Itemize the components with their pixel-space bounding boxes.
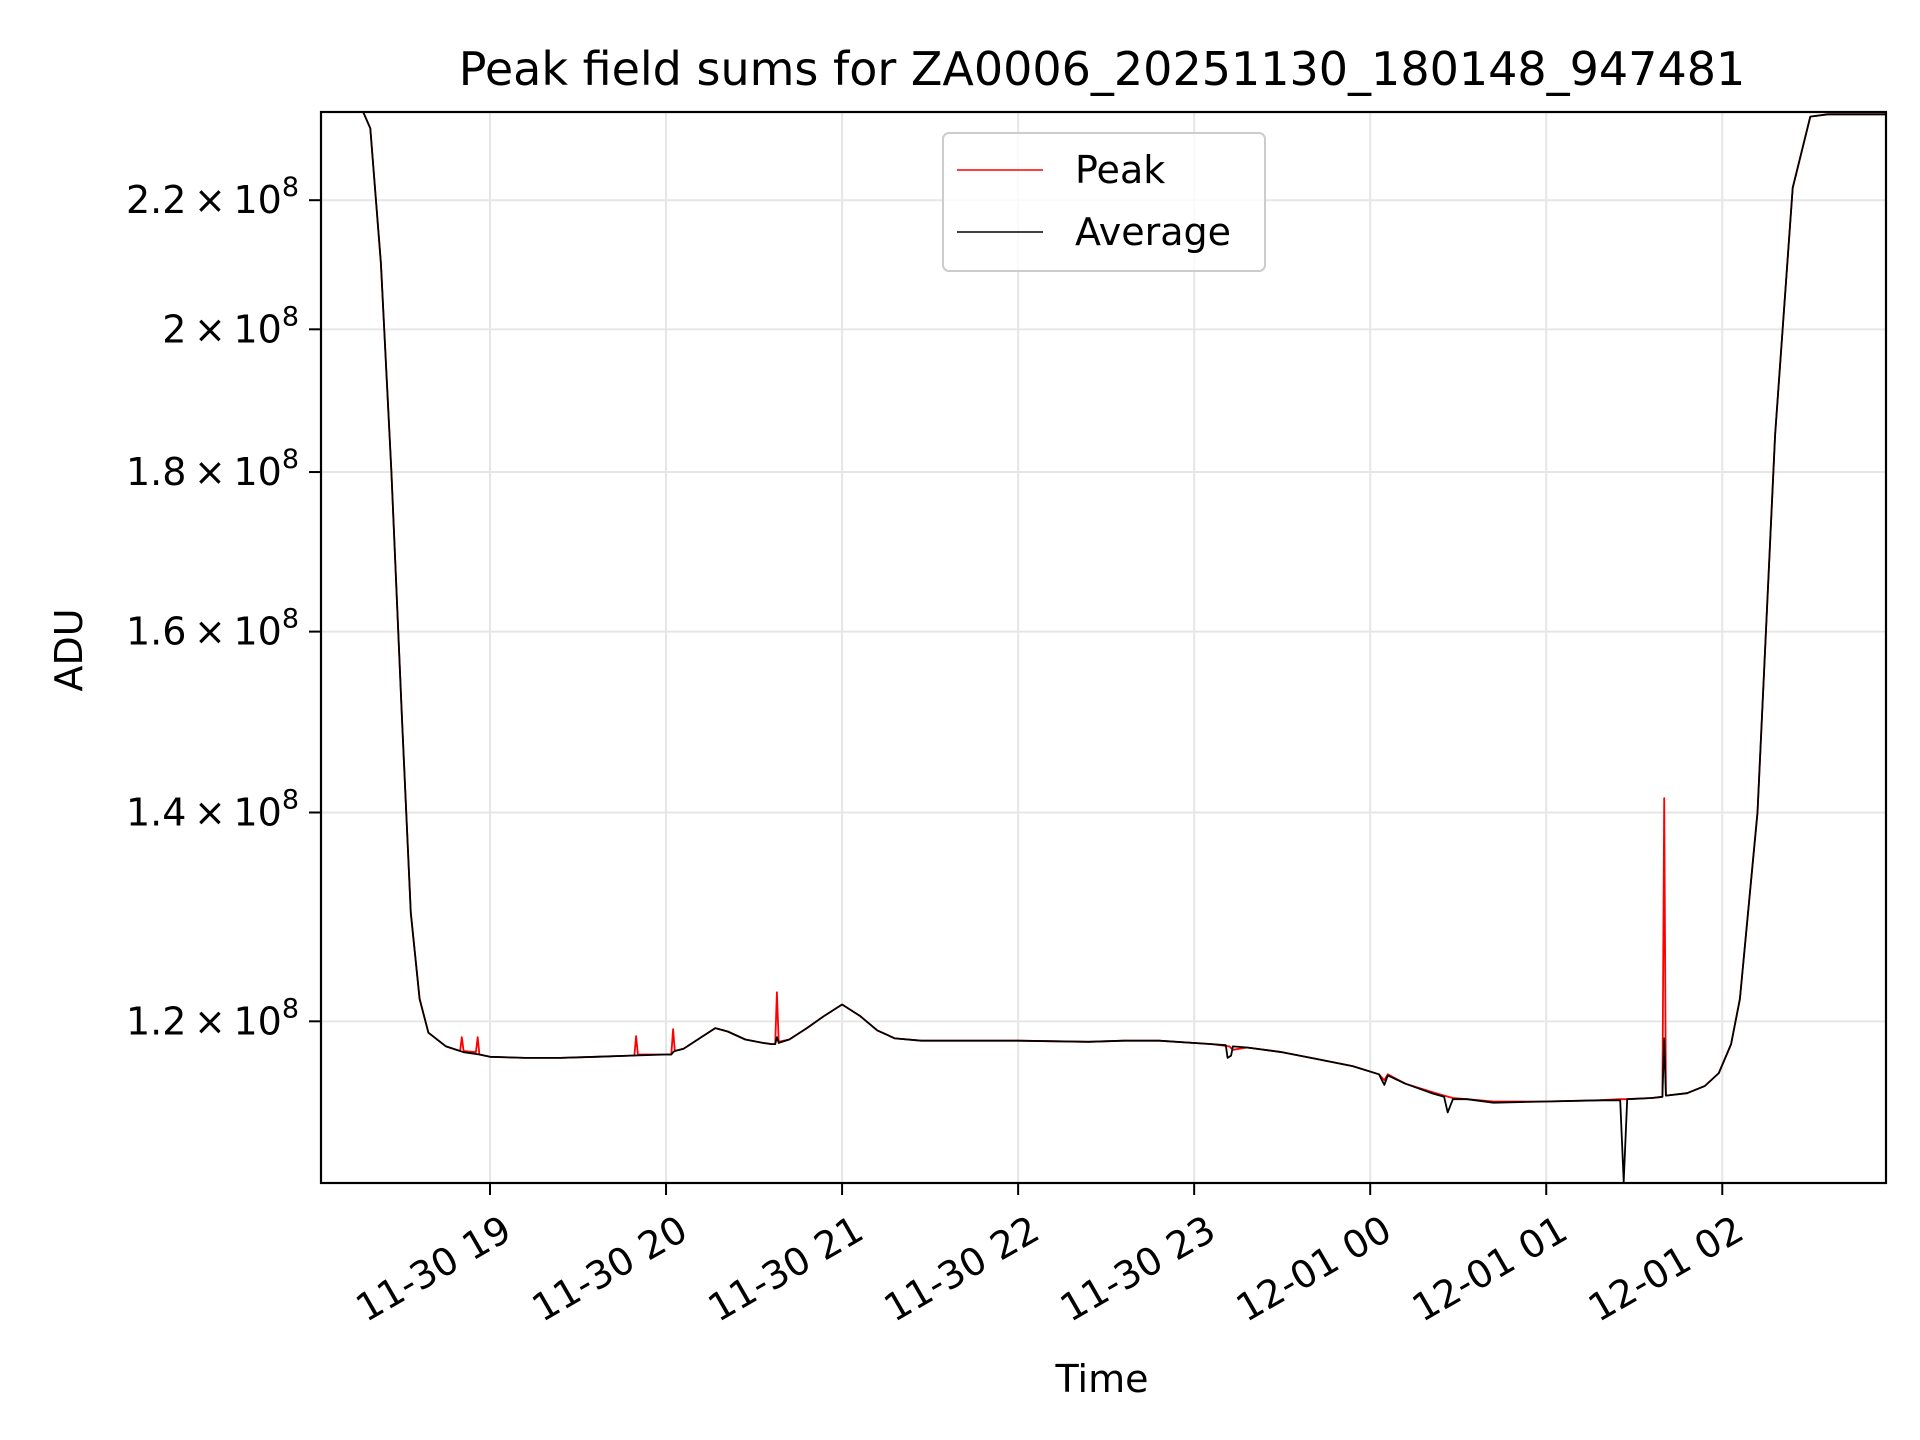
y-axis-label: ADU	[47, 608, 91, 691]
y-axis-ticks: 1.2 × 108 1.4 × 108 1.6 × 108 1.8 × 108 2 × …	[126, 172, 321, 1043]
legend-label-average: Average	[1075, 210, 1231, 254]
x-axis-label: Time	[1055, 1357, 1149, 1401]
legend-label-peak: Peak	[1075, 148, 1165, 192]
series-line-average	[338, 112, 1886, 1183]
plot-lines	[338, 112, 1886, 1183]
legend: Peak Average	[942, 132, 1266, 272]
y-tick-label: 1.2 × 108	[126, 993, 299, 1043]
chart-title: Peak field sums for ZA0006_20251130_1801…	[459, 42, 1746, 96]
y-tick-label: 1.6 × 108	[126, 604, 299, 654]
y-tick-label: 2 × 108	[162, 301, 299, 351]
y-tick-label: 2.2 × 108	[126, 172, 299, 222]
y-tick-label: 1.4 × 108	[126, 784, 299, 834]
plot-frame	[319, 110, 1888, 1185]
y-tick-label: 1.8 × 108	[126, 444, 299, 494]
legend-box	[942, 132, 1266, 272]
